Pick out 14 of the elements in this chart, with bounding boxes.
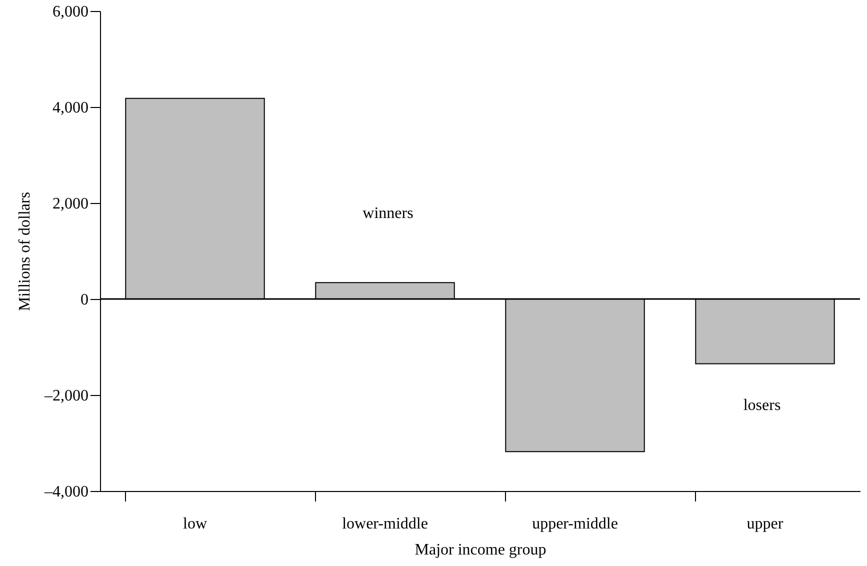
x-tick-label: upper-middle <box>532 516 618 532</box>
annotation: losers <box>743 397 781 414</box>
annotation: winners <box>362 205 414 222</box>
x-tick-label: upper <box>746 516 784 532</box>
y-tick-label: 2,000 <box>52 196 88 212</box>
y-tick-label: –2,000 <box>44 388 88 404</box>
x-axis-title: Major income group <box>414 542 546 558</box>
y-tick-label: –4,000 <box>44 484 88 500</box>
x-tick-label: lower-middle <box>342 516 428 532</box>
x-tick-label: low <box>183 516 208 532</box>
y-axis-title: Millions of dollars <box>16 192 34 312</box>
y-tick-label: 4,000 <box>52 100 88 116</box>
y-tick-label: 0 <box>80 292 88 308</box>
y-tick-label: 6,000 <box>52 4 88 20</box>
